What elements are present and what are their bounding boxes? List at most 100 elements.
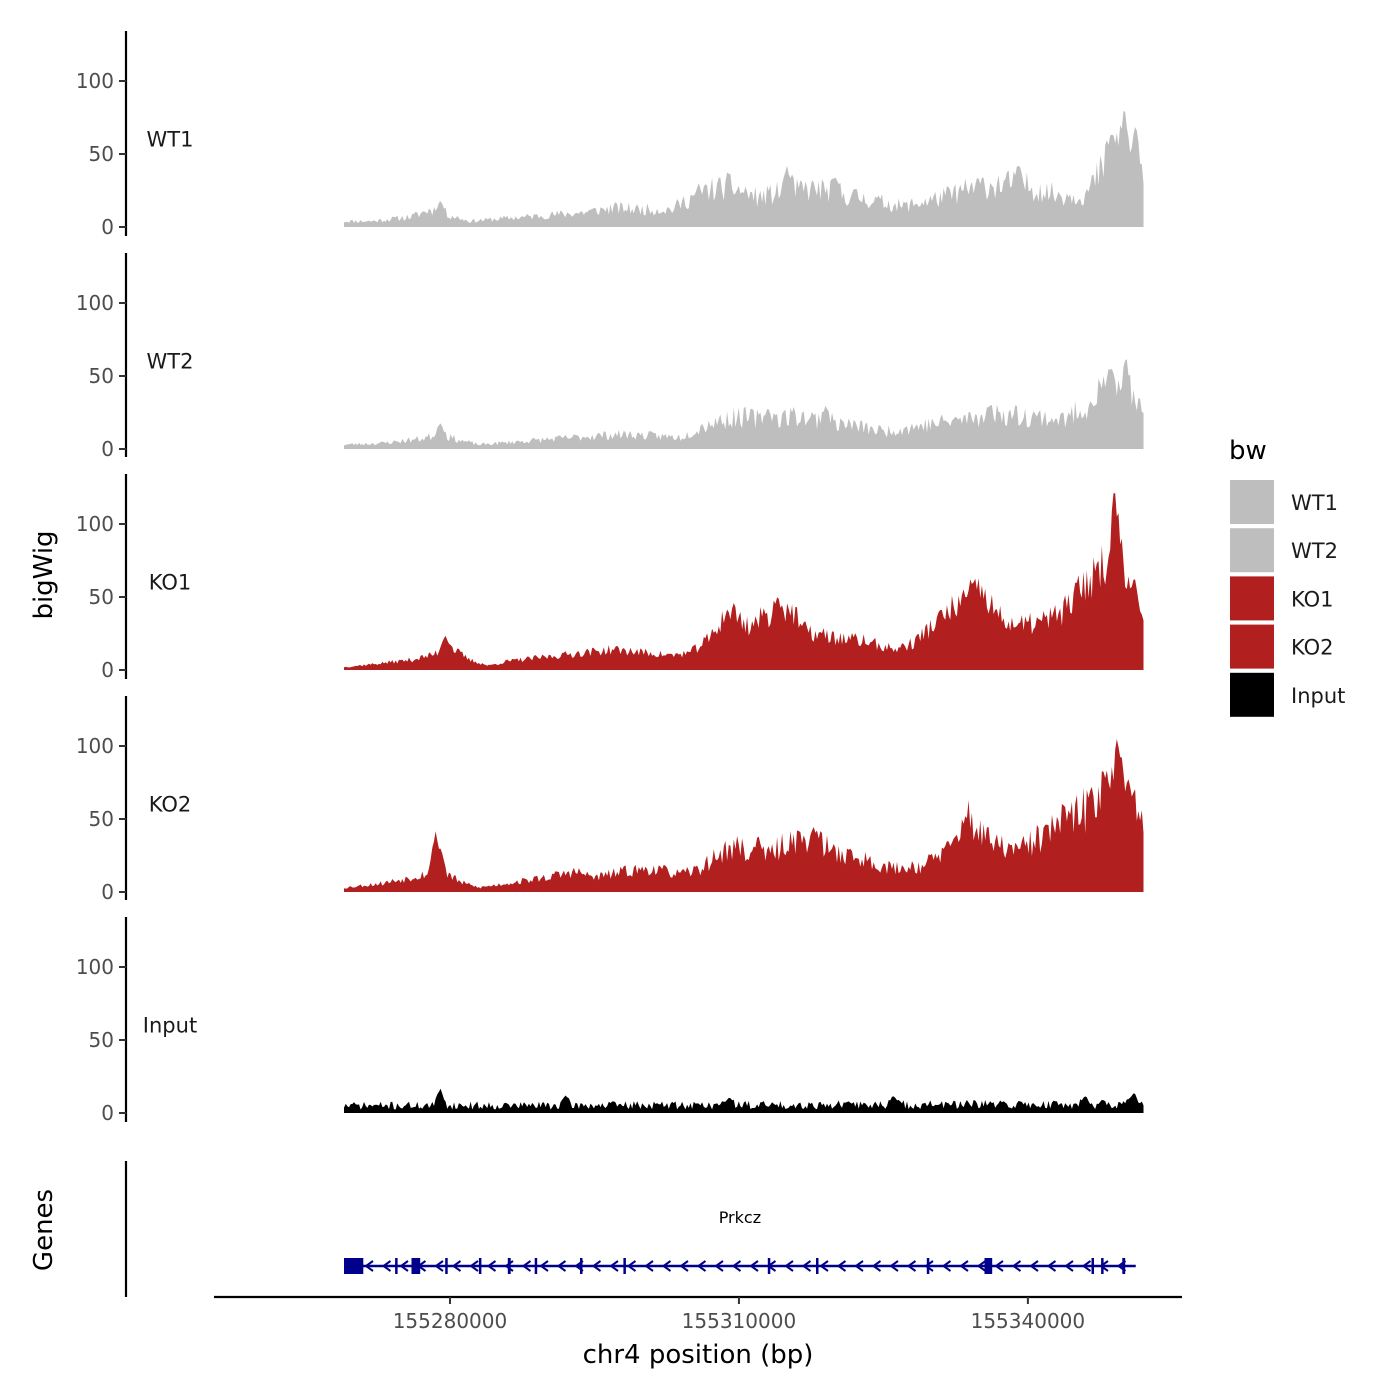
strand-arrow	[626, 1260, 637, 1272]
legend-key-ko1	[1230, 576, 1274, 621]
strand-arrow	[889, 1260, 899, 1272]
exon	[623, 1258, 626, 1274]
strand-arrow	[941, 1260, 952, 1272]
strand-arrow	[364, 1260, 374, 1272]
gene-track: Prkcz	[124, 1161, 1136, 1297]
strand-arrow	[556, 1260, 567, 1272]
exon	[816, 1258, 819, 1274]
strand-arrow	[819, 1260, 829, 1272]
strand-arrow	[434, 1260, 444, 1272]
gene-label: Prkcz	[719, 1208, 761, 1227]
exon	[411, 1258, 421, 1274]
y-tick-label: 100	[76, 291, 114, 315]
coverage-area-ko2	[344, 739, 1144, 892]
genes-axis-title: Genes	[29, 1189, 59, 1271]
legend-key-ko2	[1230, 624, 1274, 669]
exon	[395, 1258, 398, 1274]
strand-arrow	[609, 1260, 619, 1272]
x-axis-title: chr4 position (bp)	[583, 1340, 814, 1370]
y-tick-label: 0	[101, 215, 114, 239]
strand-arrow	[906, 1260, 917, 1272]
exon	[984, 1258, 993, 1274]
legend-label-wt1: WT1	[1291, 491, 1338, 515]
legend-label-ko1: KO1	[1291, 587, 1334, 611]
exon	[1122, 1258, 1126, 1274]
legend-title: bw	[1229, 436, 1267, 466]
exon	[478, 1258, 482, 1274]
exon	[580, 1258, 583, 1274]
y-tick-label: 50	[89, 807, 114, 831]
strand-arrow	[399, 1260, 409, 1272]
exon	[534, 1258, 538, 1274]
strand-arrow	[1029, 1260, 1039, 1272]
y-tick-label: 100	[76, 955, 114, 979]
strand-arrow	[976, 1260, 987, 1272]
strand-arrow	[1064, 1260, 1074, 1272]
y-tick-label: 0	[101, 658, 114, 682]
legend-key-wt2	[1230, 528, 1274, 573]
strand-arrow	[469, 1260, 479, 1272]
track-wt1: 0 50 100 WT1	[76, 31, 1144, 239]
strand-arrow	[854, 1260, 864, 1272]
legend-label-input: Input	[1291, 684, 1345, 708]
strand-arrow	[1081, 1260, 1092, 1272]
strand-arrow	[749, 1260, 759, 1272]
strand-arrow	[696, 1260, 707, 1272]
exon	[1091, 1258, 1094, 1274]
track-label: WT1	[147, 127, 194, 151]
exon	[507, 1258, 511, 1274]
strand-arrow	[784, 1260, 794, 1272]
strand-arrow	[1011, 1260, 1022, 1272]
coverage-area-wt2	[344, 359, 1144, 449]
y-tick-label: 100	[76, 512, 114, 536]
track-wt2: 0 50 100 WT2	[76, 253, 1144, 461]
strand-arrow	[661, 1260, 672, 1272]
y-tick-label: 0	[101, 1101, 114, 1125]
strand-arrow	[871, 1260, 882, 1272]
x-tick-label: 155310000	[682, 1309, 797, 1333]
y-tick-label: 100	[76, 69, 114, 93]
strand-arrow	[836, 1260, 847, 1272]
track-ko1: 0 50 100 KO1	[76, 474, 1144, 682]
y-tick-label: 100	[76, 734, 114, 758]
legend-label-ko2: KO2	[1291, 636, 1334, 660]
y-tick-label: 0	[101, 437, 114, 461]
y-tick-label: 50	[89, 142, 114, 166]
strand-arrow	[714, 1260, 724, 1272]
strand-arrow	[924, 1260, 934, 1272]
x-tick-label: 155340000	[971, 1309, 1086, 1333]
track-label: Input	[143, 1013, 197, 1037]
legend: bw WT1 WT2 KO1 KO2 Input	[1229, 436, 1345, 717]
strand-arrow	[451, 1260, 462, 1272]
strand-arrow	[539, 1260, 549, 1272]
exon	[445, 1258, 448, 1274]
strand-arrow	[591, 1260, 602, 1272]
strand-arrow	[644, 1260, 654, 1272]
y-tick-label: 50	[89, 585, 114, 609]
coverage-area-ko1	[344, 493, 1144, 670]
y-tick-label: 0	[101, 880, 114, 904]
y-axis-title: bigWig	[29, 530, 59, 619]
strand-arrow	[994, 1260, 1004, 1272]
strand-arrow	[381, 1260, 392, 1272]
exon	[926, 1258, 930, 1274]
strand-arrow	[959, 1260, 969, 1272]
exon	[1101, 1258, 1104, 1274]
x-axis: 155280000 155310000 155340000	[214, 1295, 1182, 1333]
track-ko2: 0 50 100 KO2	[76, 696, 1144, 904]
strand-arrow	[521, 1260, 532, 1272]
strand-arrow	[731, 1260, 742, 1272]
track-label: KO1	[149, 570, 192, 594]
track-label: KO2	[149, 792, 192, 816]
y-tick-label: 50	[89, 364, 114, 388]
strand-arrow	[1046, 1260, 1057, 1272]
track-label: WT2	[147, 349, 194, 373]
coverage-area-input	[344, 1088, 1144, 1113]
strand-arrow	[801, 1260, 812, 1272]
legend-label-wt2: WT2	[1291, 539, 1338, 563]
x-tick-label: 155280000	[393, 1309, 508, 1333]
coverage-area-wt1	[344, 110, 1144, 227]
legend-key-wt1	[1230, 480, 1274, 524]
track-input: 0 50 100 Input	[76, 917, 1144, 1125]
